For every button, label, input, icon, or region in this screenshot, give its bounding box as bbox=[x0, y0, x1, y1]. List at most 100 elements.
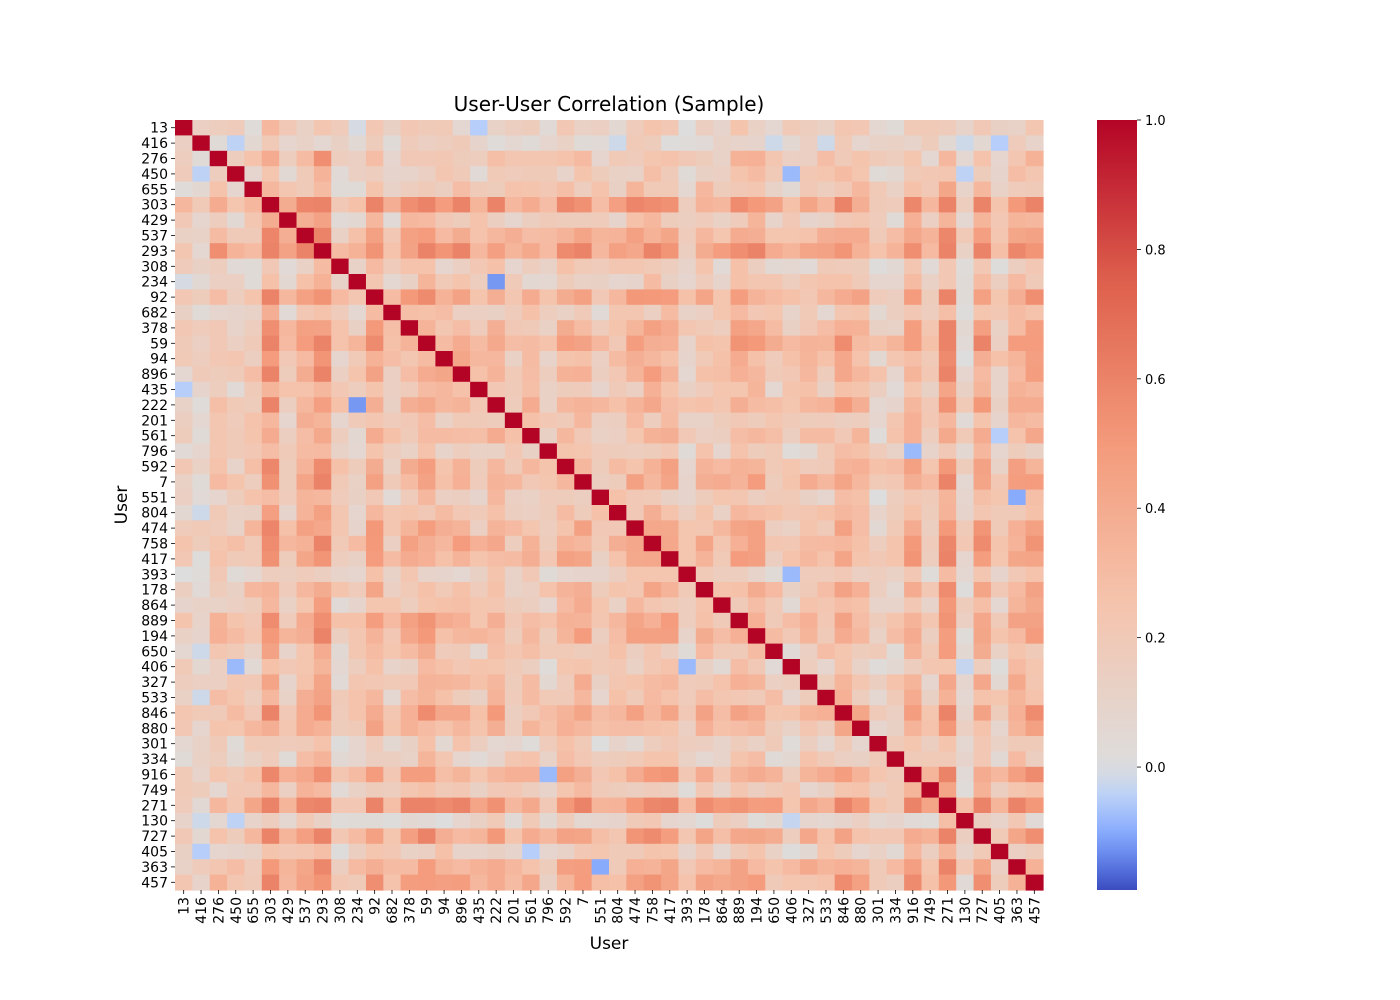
heatmap-cell bbox=[348, 505, 367, 521]
heatmap-cell bbox=[383, 736, 402, 752]
heatmap-cell bbox=[765, 150, 784, 167]
heatmap-cell bbox=[938, 243, 957, 260]
heatmap-cell bbox=[938, 720, 957, 737]
heatmap-cell bbox=[713, 674, 732, 691]
heatmap-cell bbox=[574, 258, 593, 275]
heatmap-cell bbox=[1008, 397, 1027, 414]
heatmap-cell bbox=[852, 612, 870, 629]
heatmap-cell bbox=[261, 828, 280, 845]
heatmap-cell bbox=[365, 397, 384, 414]
heatmap-cell bbox=[904, 428, 923, 444]
heatmap-cell bbox=[973, 181, 992, 198]
heatmap-cell bbox=[956, 412, 975, 429]
heatmap-cell bbox=[522, 535, 541, 552]
heatmap-cell bbox=[817, 366, 836, 383]
heatmap-cell bbox=[331, 335, 350, 352]
heatmap-cell bbox=[175, 135, 193, 152]
heatmap-cell bbox=[609, 751, 627, 768]
heatmap-cell bbox=[556, 366, 575, 383]
heatmap-cell bbox=[817, 797, 836, 814]
heatmap-cell bbox=[852, 150, 870, 167]
heatmap-cell bbox=[539, 551, 558, 568]
heatmap-cell bbox=[348, 397, 367, 414]
heatmap-cell bbox=[487, 274, 506, 290]
heatmap-cell bbox=[782, 489, 801, 506]
heatmap-cell bbox=[365, 366, 384, 383]
heatmap-cell bbox=[365, 766, 384, 783]
heatmap-cell bbox=[504, 212, 523, 229]
heatmap-cell bbox=[192, 597, 211, 614]
heatmap-cell bbox=[852, 643, 870, 660]
heatmap-cell bbox=[296, 582, 315, 598]
heatmap-cell bbox=[435, 859, 454, 876]
heatmap-cell bbox=[227, 705, 246, 722]
heatmap-cell bbox=[418, 397, 436, 414]
heatmap-cell bbox=[695, 828, 714, 845]
heatmap-cell bbox=[591, 150, 610, 167]
heatmap-cell bbox=[661, 505, 680, 521]
heatmap-cell bbox=[209, 351, 228, 367]
heatmap-cell bbox=[921, 689, 940, 706]
heatmap-cell bbox=[435, 150, 454, 167]
heatmap-cell bbox=[331, 443, 350, 460]
heatmap-cell bbox=[626, 274, 645, 290]
heatmap-cell bbox=[852, 320, 870, 337]
heatmap-cell bbox=[678, 535, 697, 552]
heatmap-cell bbox=[938, 736, 957, 752]
heatmap-cell bbox=[747, 782, 766, 799]
heatmap-cell bbox=[921, 443, 940, 460]
heatmap-cell bbox=[192, 643, 211, 660]
heatmap-cell bbox=[365, 859, 384, 876]
heatmap-cell bbox=[695, 505, 714, 521]
heatmap-cell bbox=[817, 304, 836, 321]
heatmap-cell bbox=[331, 551, 350, 568]
heatmap-cell bbox=[713, 535, 732, 552]
heatmap-cell bbox=[261, 274, 280, 290]
x-tick-label: 650 bbox=[767, 897, 783, 924]
heatmap-cell bbox=[921, 535, 940, 552]
heatmap-cell bbox=[209, 366, 228, 383]
heatmap-cell bbox=[175, 566, 193, 583]
heatmap-cell bbox=[713, 274, 732, 290]
heatmap-cell bbox=[400, 381, 419, 398]
heatmap-cell bbox=[522, 736, 541, 752]
heatmap-cell bbox=[418, 689, 436, 706]
heatmap-cell bbox=[799, 212, 818, 229]
heatmap-cell bbox=[209, 304, 228, 321]
heatmap-cell bbox=[539, 335, 558, 352]
heatmap-cell bbox=[956, 243, 975, 260]
heatmap-cell bbox=[886, 782, 905, 799]
heatmap-cell bbox=[383, 566, 402, 583]
x-tick-label: 363 bbox=[1010, 897, 1026, 924]
heatmap-cell bbox=[279, 535, 298, 552]
heatmap-cell bbox=[296, 874, 315, 891]
heatmap-cell bbox=[504, 874, 523, 891]
heatmap-cell bbox=[904, 874, 923, 891]
heatmap-cell bbox=[591, 412, 610, 429]
heatmap-cell bbox=[921, 797, 940, 814]
heatmap-cell bbox=[209, 335, 228, 352]
heatmap-cell bbox=[470, 258, 489, 275]
heatmap-cell bbox=[227, 874, 246, 891]
heatmap-cell bbox=[470, 766, 489, 783]
heatmap-cell bbox=[765, 874, 784, 891]
heatmap-cell bbox=[661, 289, 680, 306]
heatmap-cell bbox=[487, 520, 506, 537]
heatmap-cell bbox=[261, 304, 280, 321]
heatmap-cell bbox=[244, 782, 263, 799]
heatmap-cell bbox=[574, 751, 593, 768]
y-tick-label: 59 bbox=[150, 336, 168, 352]
heatmap-cell bbox=[365, 412, 384, 429]
heatmap-cell bbox=[869, 597, 888, 614]
heatmap-cell bbox=[192, 120, 211, 136]
heatmap-cell bbox=[522, 859, 541, 876]
heatmap-cell bbox=[487, 320, 506, 337]
heatmap-cell bbox=[313, 859, 332, 876]
heatmap-cell bbox=[227, 227, 246, 244]
heatmap-cell bbox=[852, 166, 870, 183]
heatmap-cell bbox=[175, 782, 193, 799]
heatmap-cell bbox=[175, 520, 193, 537]
heatmap-cell bbox=[331, 566, 350, 583]
heatmap-cell bbox=[990, 320, 1009, 337]
heatmap-cell bbox=[973, 612, 992, 629]
